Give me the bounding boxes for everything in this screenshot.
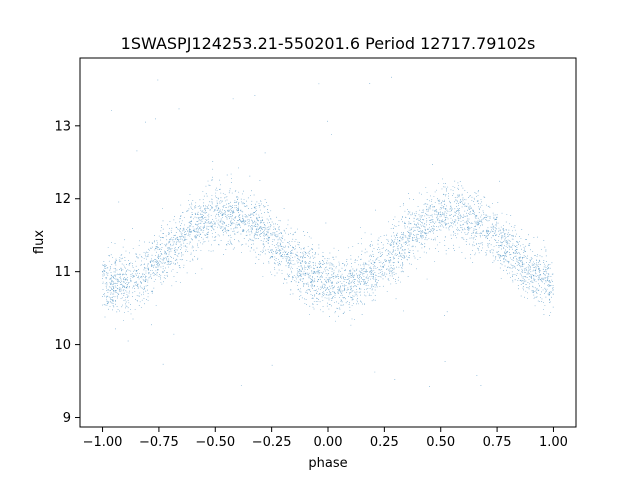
x-tick-label: 0.50 [426, 435, 455, 450]
x-tick-label: −0.25 [252, 435, 292, 450]
y-axis: 9 10 11 12 13 [54, 119, 80, 426]
y-tick-label: 11 [54, 265, 71, 280]
x-tick-label: 0.00 [314, 435, 343, 450]
x-tick-label: −0.75 [139, 435, 179, 450]
x-tick-label: −1.00 [83, 435, 123, 450]
y-axis-label: flux [32, 230, 47, 254]
y-tick-label: 10 [54, 338, 71, 353]
x-axis-label: phase [308, 456, 347, 471]
x-axis: −1.00 −0.75 −0.50 −0.25 0.00 0.25 0.50 0.75 1.00 [83, 427, 568, 450]
y-tick-label: 13 [54, 119, 71, 134]
x-tick-label: 0.75 [483, 435, 512, 450]
chart-title: 1SWASPJ124253.21-550201.6 Period 12717.7… [121, 34, 536, 53]
y-tick-label: 12 [54, 192, 71, 207]
y-tick-label: 9 [63, 411, 71, 426]
x-tick-label: −0.50 [195, 435, 235, 450]
x-tick-label: 1.00 [539, 435, 568, 450]
x-tick-label: 0.25 [370, 435, 399, 450]
